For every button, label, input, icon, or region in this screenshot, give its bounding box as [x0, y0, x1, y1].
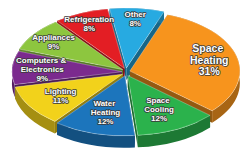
slice: [110, 8, 164, 68]
value-label: 12%: [151, 114, 167, 123]
value-label: 8%: [83, 24, 95, 33]
category-label: Space Cooling: [144, 96, 174, 114]
category-label: Appliances: [32, 33, 75, 42]
value-label: 31%: [199, 65, 221, 77]
category-label: Lighting: [45, 87, 77, 96]
slice: [128, 76, 210, 136]
category-label: Computers & Electronics: [16, 56, 68, 74]
chart: Space Heating31%Space Cooling12%Water He…: [0, 0, 250, 163]
value-label: 12%: [97, 117, 113, 126]
category-label: Other: [125, 10, 146, 19]
value-label: 9%: [48, 42, 60, 51]
slices: [12, 8, 240, 136]
slice-sides: [12, 8, 240, 148]
labels: Space Heating31%Space Cooling12%Water He…: [16, 10, 229, 125]
value-label: 11%: [53, 96, 69, 105]
category-label: Refrigeration: [64, 15, 114, 24]
value-label: 8%: [129, 19, 141, 28]
category-label: Space Heating: [190, 42, 229, 66]
value-label: 9%: [36, 74, 48, 83]
category-label: Water Heating: [91, 99, 120, 117]
slice: [12, 51, 122, 84]
